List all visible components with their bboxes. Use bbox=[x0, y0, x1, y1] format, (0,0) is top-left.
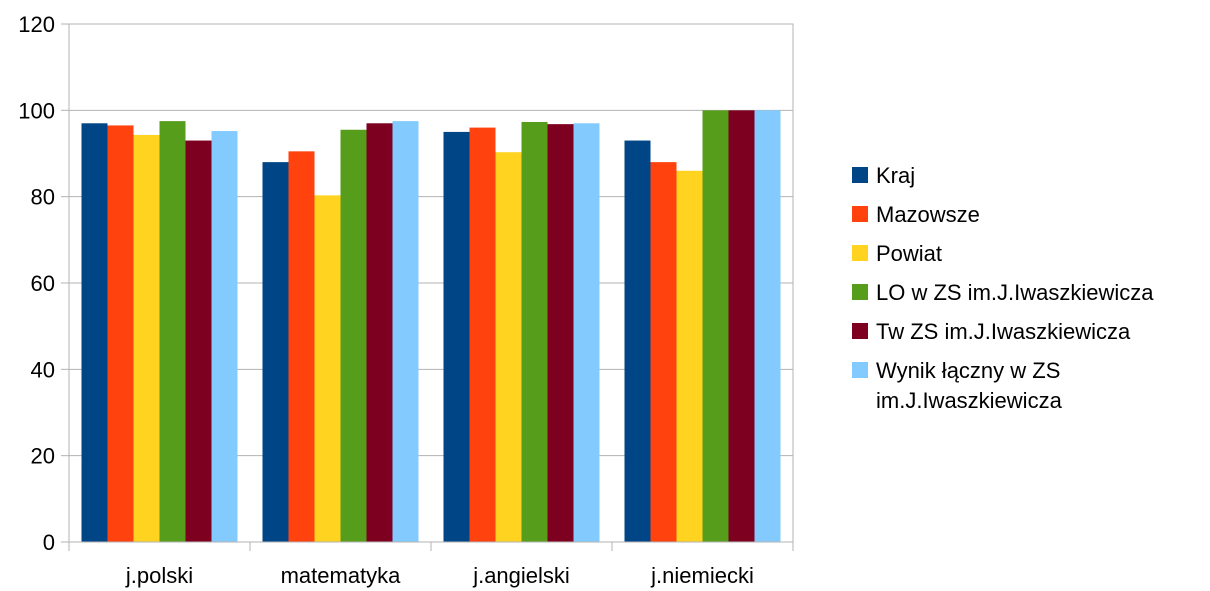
legend-swatch bbox=[852, 323, 868, 339]
bar bbox=[159, 121, 186, 542]
bar bbox=[366, 123, 393, 543]
legend-label: LO w ZS im.J.Iwaszkiewicza bbox=[876, 280, 1154, 305]
legend-item: Kraj bbox=[852, 163, 915, 188]
y-tick-label: 120 bbox=[18, 12, 55, 37]
y-tick-label: 60 bbox=[31, 271, 55, 296]
x-tick-label: j.polski bbox=[125, 563, 193, 588]
bar bbox=[469, 127, 496, 542]
legend-label: Mazowsze bbox=[876, 202, 980, 227]
legend-swatch bbox=[852, 245, 868, 261]
y-axis-ticks: 0 20 40 60 80 100 120 bbox=[18, 12, 69, 555]
x-tick-label: matematyka bbox=[281, 563, 402, 588]
bar bbox=[754, 110, 781, 542]
bar bbox=[521, 121, 548, 542]
x-axis-ticks: j.polski matematyka j.angielski j.niemiecki bbox=[68, 542, 794, 588]
x-tick-label: j.niemiecki bbox=[650, 563, 754, 588]
bar bbox=[107, 125, 134, 543]
bar bbox=[314, 195, 341, 542]
legend-item: Powiat bbox=[852, 241, 942, 266]
legend-swatch bbox=[852, 362, 868, 378]
legend-label: Tw ZS im.J.Iwaszkiewicza bbox=[876, 319, 1131, 344]
y-tick-label: 80 bbox=[31, 185, 55, 210]
bar bbox=[133, 134, 160, 542]
bar bbox=[211, 131, 238, 542]
legend-label: Powiat bbox=[876, 241, 942, 266]
bar bbox=[340, 129, 367, 542]
legend-item: LO w ZS im.J.Iwaszkiewicza bbox=[852, 280, 1154, 305]
bar bbox=[81, 123, 108, 543]
bar bbox=[728, 110, 755, 542]
legend-swatch bbox=[852, 167, 868, 183]
y-tick-label: 0 bbox=[43, 530, 55, 555]
x-tick-label: j.angielski bbox=[472, 563, 570, 588]
legend-swatch bbox=[852, 284, 868, 300]
bar bbox=[262, 162, 289, 542]
y-tick-label: 20 bbox=[31, 444, 55, 469]
bar bbox=[702, 110, 729, 542]
legend-item: Tw ZS im.J.Iwaszkiewicza bbox=[852, 319, 1131, 344]
legend-label: Kraj bbox=[876, 163, 915, 188]
bar bbox=[495, 152, 522, 542]
bar bbox=[392, 121, 419, 542]
bar bbox=[573, 123, 600, 543]
bar bbox=[650, 162, 677, 542]
bar bbox=[547, 124, 574, 542]
legend-item: Mazowsze bbox=[852, 202, 980, 227]
bar bbox=[185, 140, 212, 543]
bars bbox=[81, 110, 781, 543]
legend-item: Wynik łączny w ZS im.J.Iwaszkiewicza bbox=[852, 358, 1063, 413]
bar bbox=[624, 140, 651, 543]
y-tick-label: 40 bbox=[31, 357, 55, 382]
bar bbox=[443, 131, 470, 542]
bar bbox=[676, 170, 703, 542]
legend-label: Wynik łączny w ZS im.J.Iwaszkiewicza bbox=[876, 358, 1063, 413]
bar bbox=[288, 151, 315, 542]
y-tick-label: 100 bbox=[18, 98, 55, 123]
legend-swatch bbox=[852, 206, 868, 222]
legend: Kraj Mazowsze Powiat LO w ZS im.J.Iwaszkiew… bbox=[852, 163, 1154, 413]
